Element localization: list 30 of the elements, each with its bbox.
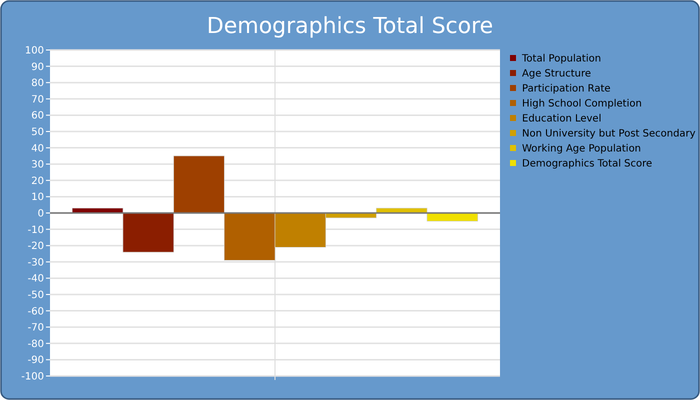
y-tick-label: -90 xyxy=(28,355,44,366)
chart-title: Demographics Total Score xyxy=(206,14,494,39)
legend-label: Non University but Post Secondary xyxy=(522,128,696,140)
y-tick-label: -100 xyxy=(21,372,44,382)
y-tick-label: 0 xyxy=(38,208,44,220)
y-tick-label: 30 xyxy=(31,160,44,171)
y-tick-label: 100 xyxy=(24,46,44,56)
y-tick-label: 60 xyxy=(31,110,44,122)
y-tick-label: 70 xyxy=(31,94,44,106)
y-tick-label: -60 xyxy=(28,306,44,318)
y-tick-label: 90 xyxy=(31,62,44,73)
y-tick-label: -50 xyxy=(28,290,44,301)
y-tick-label: -30 xyxy=(28,257,44,268)
y-tick-label: 20 xyxy=(31,176,44,187)
y-tick-label: -70 xyxy=(28,322,44,334)
legend-label: Participation Rate xyxy=(522,84,611,94)
legend-label: Working Age Population xyxy=(522,144,642,154)
y-tick-label: -20 xyxy=(28,241,44,252)
legend-label: High School Completion xyxy=(522,98,642,110)
legend-label: Age Structure xyxy=(522,68,592,80)
y-tick-label: -40 xyxy=(28,274,44,285)
legend-label: Total Population xyxy=(521,54,602,64)
y-tick-label: 40 xyxy=(31,143,44,154)
y-tick-label: -10 xyxy=(28,224,44,236)
y-tick-label: 50 xyxy=(31,127,44,138)
y-tick-label: 10 xyxy=(31,192,44,204)
legend-label: Demographics Total Score xyxy=(522,158,652,170)
y-tick-label: -80 xyxy=(28,338,44,350)
y-tick-label: 80 xyxy=(31,78,44,90)
legend-label: Education Level xyxy=(522,114,602,124)
